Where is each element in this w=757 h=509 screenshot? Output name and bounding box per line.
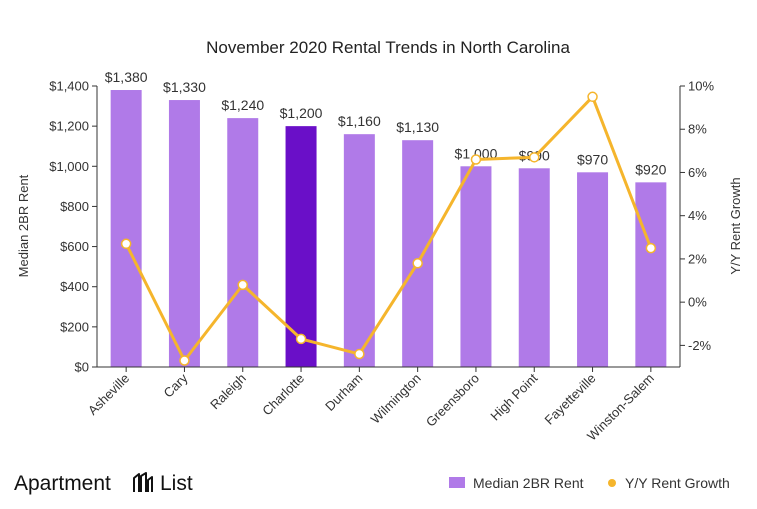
- growth-point-fayetteville: [587, 91, 598, 103]
- legend-swatch-growth: [608, 479, 616, 487]
- bar-value-label: $1,380: [105, 69, 148, 85]
- x-tick-label-fayetteville: Fayetteville: [542, 371, 599, 428]
- legend-swatch-rent: [449, 477, 465, 488]
- growth-point-winston-salem: [645, 242, 657, 254]
- bar-winston-salem: [635, 182, 667, 367]
- left-tick-label: $600: [60, 239, 89, 254]
- bar-fayetteville: [577, 172, 609, 367]
- legend-label-rent: Median 2BR Rent: [473, 475, 584, 491]
- growth-line: [124, 95, 653, 363]
- bar-durham: [343, 134, 375, 367]
- bar-value-label: $1,160: [338, 113, 381, 129]
- x-axis: Asheville Cary Raleigh Charlotte Durham Wilmi…: [85, 366, 680, 443]
- building-icon: [133, 472, 153, 492]
- growth-point-wilmington: [412, 257, 423, 269]
- x-tick-label-asheville: Asheville: [85, 371, 132, 418]
- right-tick-label: 4%: [688, 208, 707, 223]
- right-tick-label: -2%: [688, 338, 712, 353]
- growth-point-cary: [179, 355, 190, 366]
- right-tick-label: 0%: [688, 295, 707, 310]
- growth-point-raleigh: [237, 279, 248, 291]
- bar-value-label: $970: [577, 151, 608, 167]
- right-tick-label: 2%: [688, 251, 707, 266]
- legend: Median 2BR Rent Y/Y Rent Growth: [449, 475, 730, 491]
- bar-value-label: $1,000: [455, 145, 498, 161]
- left-tick-label: $200: [60, 319, 89, 334]
- x-tick-label-cary: Cary: [161, 370, 191, 400]
- left-tick-label: $1,400: [49, 79, 89, 94]
- y-axis-label-left: Median 2BR Rent: [16, 174, 31, 277]
- bar-charlotte: [285, 126, 317, 368]
- chart-title: November 2020 Rental Trends in North Car…: [206, 38, 570, 57]
- apartment-list-logo: Apartment List: [14, 472, 193, 495]
- right-tick-label: 10%: [688, 79, 714, 94]
- left-tick-label: $1,200: [49, 119, 89, 134]
- bars-layer: [110, 90, 667, 368]
- logo-text-right: List: [160, 472, 193, 495]
- growth-point-charlotte: [295, 333, 307, 345]
- left-tick-label: $800: [60, 199, 89, 214]
- x-tick-label-high point: High Point: [487, 370, 540, 423]
- growth-point-high point: [529, 152, 540, 163]
- bar-value-label: $1,240: [221, 97, 264, 113]
- x-tick-label-wilmington: Wilmington: [368, 371, 424, 427]
- left-tick-label: $0: [75, 360, 89, 375]
- y-axis-label-right: Y/Y Rent Growth: [728, 177, 743, 274]
- bar-wilmington: [402, 140, 434, 367]
- bar-value-label: $1,200: [280, 105, 323, 121]
- right-axis: -2% 0% 2% 4% 6% 8% 10%: [679, 79, 714, 367]
- growth-point-greensboro: [470, 154, 482, 165]
- bar-labels-layer: $1,380 $1,330 $1,240 $1,200 $1,160 $1,130 $1,0…: [105, 69, 667, 177]
- right-tick-label: 8%: [688, 122, 707, 137]
- growth-line-layer: [120, 91, 657, 366]
- bar-high point: [518, 168, 550, 367]
- bar-value-label: $920: [635, 161, 666, 177]
- left-tick-label: $1,000: [49, 159, 89, 174]
- growth-point-asheville: [120, 238, 132, 250]
- x-tick-label-durham: Durham: [322, 371, 365, 414]
- logo-text-left: Apartment: [14, 472, 111, 495]
- x-tick-label-charlotte: Charlotte: [259, 371, 307, 419]
- x-tick-label-greensboro: Greensboro: [423, 371, 482, 430]
- growth-point-durham: [354, 348, 365, 360]
- bar-greensboro: [460, 166, 492, 367]
- bar-asheville: [110, 90, 142, 367]
- bar-value-label: $1,130: [396, 119, 439, 135]
- right-tick-label: 6%: [688, 165, 707, 180]
- legend-label-growth: Y/Y Rent Growth: [625, 475, 730, 491]
- x-tick-label-raleigh: Raleigh: [207, 371, 249, 413]
- bar-cary: [168, 100, 200, 368]
- left-axis: $0 $200 $400 $600 $800 $1,000 $1,200 $1,400: [49, 79, 98, 375]
- bar-value-label: $1,330: [163, 79, 206, 95]
- bar-raleigh: [227, 118, 259, 367]
- left-tick-label: $400: [60, 279, 89, 294]
